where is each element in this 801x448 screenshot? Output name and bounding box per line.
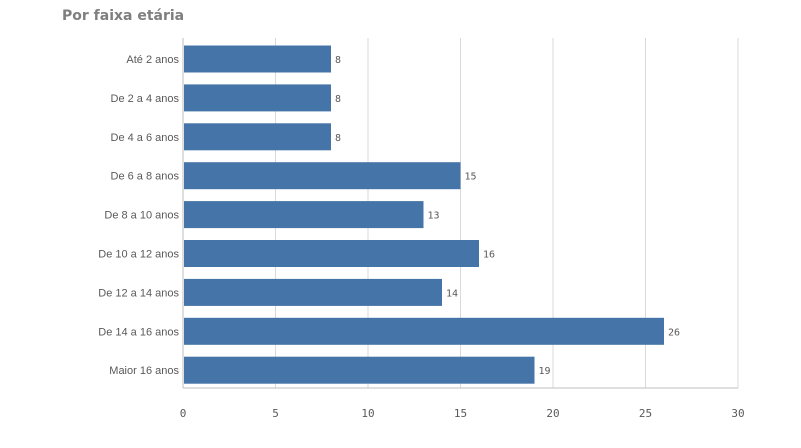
data-label: 19 — [539, 366, 551, 377]
x-tick-label: 15 — [454, 407, 467, 420]
category-label: De 14 a 16 anos — [98, 326, 179, 338]
data-label: 16 — [483, 250, 495, 261]
category-label: De 12 a 14 anos — [98, 287, 179, 299]
category-label: De 4 a 6 anos — [111, 132, 180, 144]
data-label: 26 — [668, 327, 680, 338]
x-tick-label: 0 — [180, 407, 187, 420]
bar — [184, 162, 461, 190]
x-tick-labels: 0 5 10 15 20 25 30 — [180, 407, 745, 420]
data-label: 8 — [335, 55, 341, 66]
bar — [184, 240, 479, 267]
category-label: De 10 a 12 anos — [98, 249, 179, 261]
x-tick-label: 10 — [361, 407, 374, 420]
bar — [184, 84, 331, 112]
data-label: 8 — [335, 94, 341, 105]
category-label: De 6 a 8 anos — [111, 171, 180, 183]
data-label: 13 — [428, 211, 440, 222]
chart-title: Por faixa etária — [62, 8, 185, 24]
data-label: 8 — [335, 133, 341, 144]
bar — [184, 45, 331, 73]
bar — [184, 201, 424, 229]
data-label: 14 — [446, 288, 458, 299]
category-label: Até 2 anos — [126, 54, 179, 66]
bar — [184, 317, 664, 345]
bars — [184, 45, 664, 384]
bar — [184, 123, 331, 151]
bar — [184, 278, 442, 306]
x-tick-label: 25 — [639, 407, 652, 420]
category-label: De 2 a 4 anos — [111, 93, 180, 105]
x-tick-label: 5 — [272, 407, 279, 420]
data-label: 15 — [465, 172, 477, 183]
x-tick-label: 30 — [731, 407, 744, 420]
data-labels: 8 8 8 15 13 16 14 26 19 — [335, 55, 680, 377]
category-label: Maior 16 anos — [109, 365, 179, 377]
bar — [184, 356, 535, 384]
category-label: De 8 a 10 anos — [104, 210, 179, 222]
x-tick-label: 20 — [546, 407, 559, 420]
category-labels: Até 2 anos De 2 a 4 anos De 4 a 6 anos De 6… — [98, 54, 179, 377]
